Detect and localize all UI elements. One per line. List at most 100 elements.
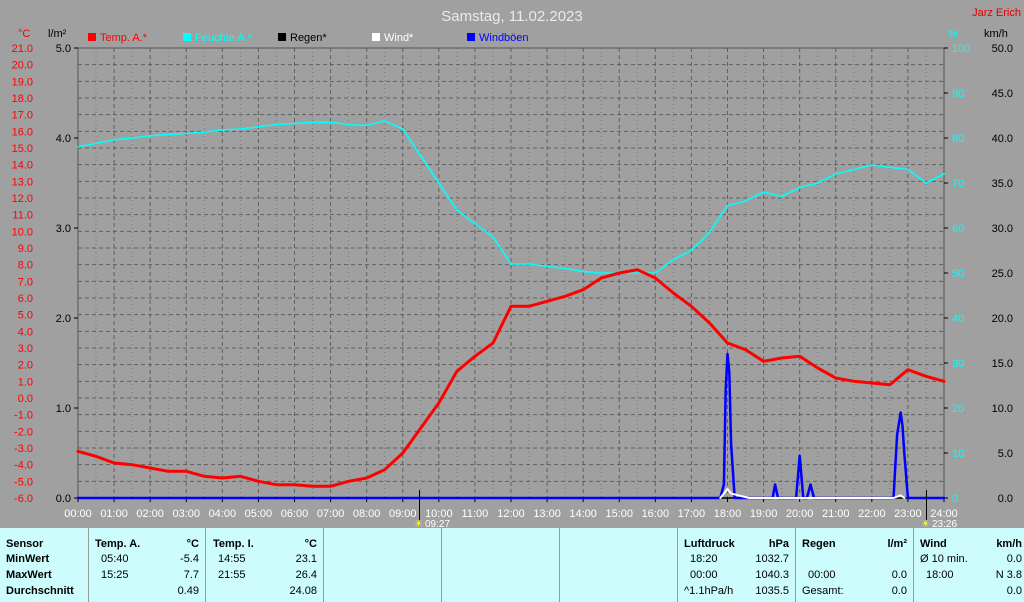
temp-tick-label: -1.0 <box>14 410 33 422</box>
wind-tick-label: 0.0 <box>998 493 1013 505</box>
sunset-icon: ☀ <box>921 519 930 528</box>
y-axes: 21.0 20.0 19.0 18.0 17.0 16.0 15.0 14.0 13.0 12.0… <box>12 43 1013 505</box>
humidity-unit-label: % <box>948 28 958 40</box>
temp-tick-label: -6.0 <box>14 493 33 505</box>
humidity-tick-label: 100 <box>952 43 970 55</box>
legend-label-temp: Temp. A.* <box>100 32 148 44</box>
x-tick-label: 23:00 <box>894 508 922 520</box>
grid <box>78 48 944 498</box>
stats-label-sensor: Sensor <box>6 538 44 550</box>
temp-i-max-time: 21:55 <box>218 569 246 581</box>
stats-col-pressure: Luftdruck hPa 18:20 1032.7 00:00 1040.3 … <box>678 528 796 602</box>
humidity-tick-label: 90 <box>952 88 964 100</box>
x-tick-label: 02:00 <box>136 508 164 520</box>
wind-unit-label: km/h <box>984 28 1008 40</box>
x-tick-label: 05:00 <box>245 508 273 520</box>
series-temp-line <box>76 268 946 488</box>
stats-col-labels: Sensor MinWert MaxWert Durchschnitt <box>0 528 89 602</box>
stats-label-avg: Durchschnitt <box>6 585 74 597</box>
temp-a-unit: °C <box>186 538 199 550</box>
temp-a-header: Temp. A. <box>95 538 141 550</box>
temp-tick-label: 15.0 <box>12 143 33 155</box>
x-tick-label: 09:00 <box>389 508 417 520</box>
x-tick-label: 00:00 <box>64 508 92 520</box>
humidity-tick-label: 40 <box>952 313 964 325</box>
pressure-unit: hPa <box>768 538 789 550</box>
x-tick-label: 19:00 <box>750 508 778 520</box>
stats-col-empty-3 <box>560 528 678 602</box>
stats-col-empty-1 <box>324 528 442 602</box>
humidity-tick-label: 20 <box>952 403 964 415</box>
temp-tick-label: 18.0 <box>12 93 33 105</box>
rain-tick-label: 3.0 <box>56 223 71 235</box>
pressure-header: Luftdruck <box>684 538 735 550</box>
temp-tick-label: -3.0 <box>14 443 33 455</box>
temp-a-min: -5.4 <box>180 553 199 565</box>
temp-tick-label: -5.0 <box>14 476 33 488</box>
wind-tick-label: 25.0 <box>992 268 1013 280</box>
rain-tick-label: 5.0 <box>56 43 71 55</box>
stats-col-temp-i: Temp. I. °C 14:55 23.1 21:55 26.4 24.08 <box>206 528 324 602</box>
temp-i-min: 23.1 <box>295 553 317 565</box>
legend-swatch-rain <box>278 33 286 41</box>
temp-tick-label: 19.0 <box>12 76 33 88</box>
rain-unit: l/m² <box>887 538 907 550</box>
legend-swatch-temp <box>88 33 96 41</box>
sunrise-marker: ☀ 09:27 <box>414 490 450 528</box>
pressure-min: 1032.7 <box>755 553 789 565</box>
x-tick-label: 24:00 <box>930 508 958 520</box>
pressure-min-time: 18:20 <box>690 553 718 565</box>
temp-tick-label: 16.0 <box>12 126 33 138</box>
stats-col-wind: Wind km/h Ø 10 min. 0.0 18:00 N 3.8 0.0 <box>914 528 1024 602</box>
series-wind-line <box>719 488 906 499</box>
pressure-max: 1040.3 <box>755 569 789 581</box>
legend-label-wind: Wind* <box>384 32 414 44</box>
humidity-tick-label: 80 <box>952 133 964 145</box>
rain-max-time: 00:00 <box>808 569 836 581</box>
temp-i-header: Temp. I. <box>213 538 254 550</box>
temp-tick-label: 4.0 <box>18 326 33 338</box>
x-tick-label: 10:00 <box>425 508 453 520</box>
temp-i-min-time: 14:55 <box>218 553 246 565</box>
temp-tick-label: 13.0 <box>12 176 33 188</box>
wind-tick-label: 30.0 <box>992 223 1013 235</box>
temp-a-min-time: 05:40 <box>101 553 129 565</box>
temp-tick-label: 10.0 <box>12 226 33 238</box>
temp-tick-label: 12.0 <box>12 193 33 205</box>
x-axis: 00:00 01:00 02:00 03:00 04:00 05:00 06:00 07:00… <box>64 498 958 520</box>
wind-tick-label: 15.0 <box>992 358 1013 370</box>
wind-tick-label: 10.0 <box>992 403 1013 415</box>
x-tick-label: 11:00 <box>462 508 489 520</box>
legend-swatch-wind <box>372 33 380 41</box>
x-tick-label: 07:00 <box>317 508 345 520</box>
stats-panel: Sensor MinWert MaxWert Durchschnitt Temp… <box>0 528 1024 602</box>
temp-a-max-time: 15:25 <box>101 569 129 581</box>
temp-tick-label: 20.0 <box>12 60 33 72</box>
x-tick-label: 17:00 <box>678 508 706 520</box>
sunrise-time: 09:27 <box>425 519 450 528</box>
legend-label-rain: Regen* <box>290 32 327 44</box>
temp-i-unit: °C <box>304 538 317 550</box>
x-tick-label: 04:00 <box>209 508 237 520</box>
sunrise-icon: ☀ <box>414 519 423 528</box>
humidity-tick-label: 10 <box>952 448 964 460</box>
temp-tick-label: 2.0 <box>18 360 33 372</box>
wind-tick-label: 45.0 <box>992 88 1013 100</box>
temp-tick-label: 1.0 <box>18 376 33 388</box>
series-layer <box>76 120 946 500</box>
stats-col-temp-a: Temp. A. °C 05:40 -5.4 15:25 7.7 0.49 <box>89 528 206 602</box>
wind-header: Wind <box>920 538 947 550</box>
temp-tick-label: 6.0 <box>18 293 33 305</box>
humidity-tick-label: 70 <box>952 178 964 190</box>
x-tick-label: 01:00 <box>100 508 128 520</box>
temp-a-avg: 0.49 <box>177 585 199 597</box>
legend-label-gusts: Windböen <box>479 32 529 44</box>
wind-unit: km/h <box>996 538 1022 550</box>
x-tick-label: 12:00 <box>497 508 525 520</box>
weather-chart: Samstag, 11.02.2023 Jarz Erich °C l/m² %… <box>12 7 1021 528</box>
temp-i-avg: 24.08 <box>289 585 317 597</box>
temp-tick-label: 7.0 <box>18 276 33 288</box>
stats-label-max: MaxWert <box>6 569 52 581</box>
wind-tick-label: 20.0 <box>992 313 1013 325</box>
temp-tick-label: -4.0 <box>14 460 33 472</box>
